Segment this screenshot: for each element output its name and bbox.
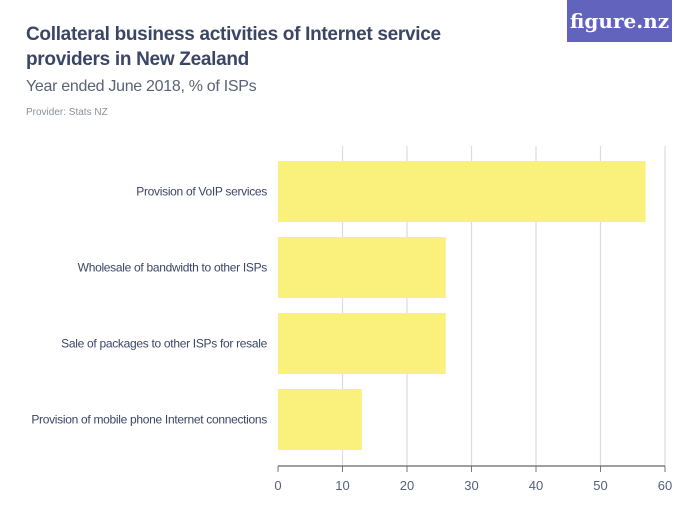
x-tick-label: 50 (593, 478, 607, 493)
category-label: Provision of mobile phone Internet conne… (31, 413, 267, 427)
figure-nz-logo[interactable]: figure.nz (567, 0, 672, 42)
x-tick-label: 0 (274, 478, 281, 493)
x-tick-label: 40 (529, 478, 543, 493)
category-label: Wholesale of bandwidth to other ISPs (78, 261, 268, 275)
category-label: Provision of VoIP services (136, 185, 267, 199)
category-label: Sale of packages to other ISPs for resal… (61, 337, 267, 351)
x-tick-label: 30 (464, 478, 478, 493)
bar (278, 313, 446, 374)
x-tick-label: 10 (335, 478, 349, 493)
logo-text: figure.nz (569, 9, 670, 33)
bar (278, 161, 646, 222)
provider-label: Provider: Stats NZ (26, 107, 108, 118)
x-tick-label: 60 (658, 478, 672, 493)
chart-subtitle: Year ended June 2018, % of ISPs (26, 78, 257, 95)
bar (278, 237, 446, 298)
bar (278, 389, 362, 450)
chart-title: Collateral business activities of Intern… (26, 24, 441, 70)
x-tick-label: 20 (400, 478, 414, 493)
